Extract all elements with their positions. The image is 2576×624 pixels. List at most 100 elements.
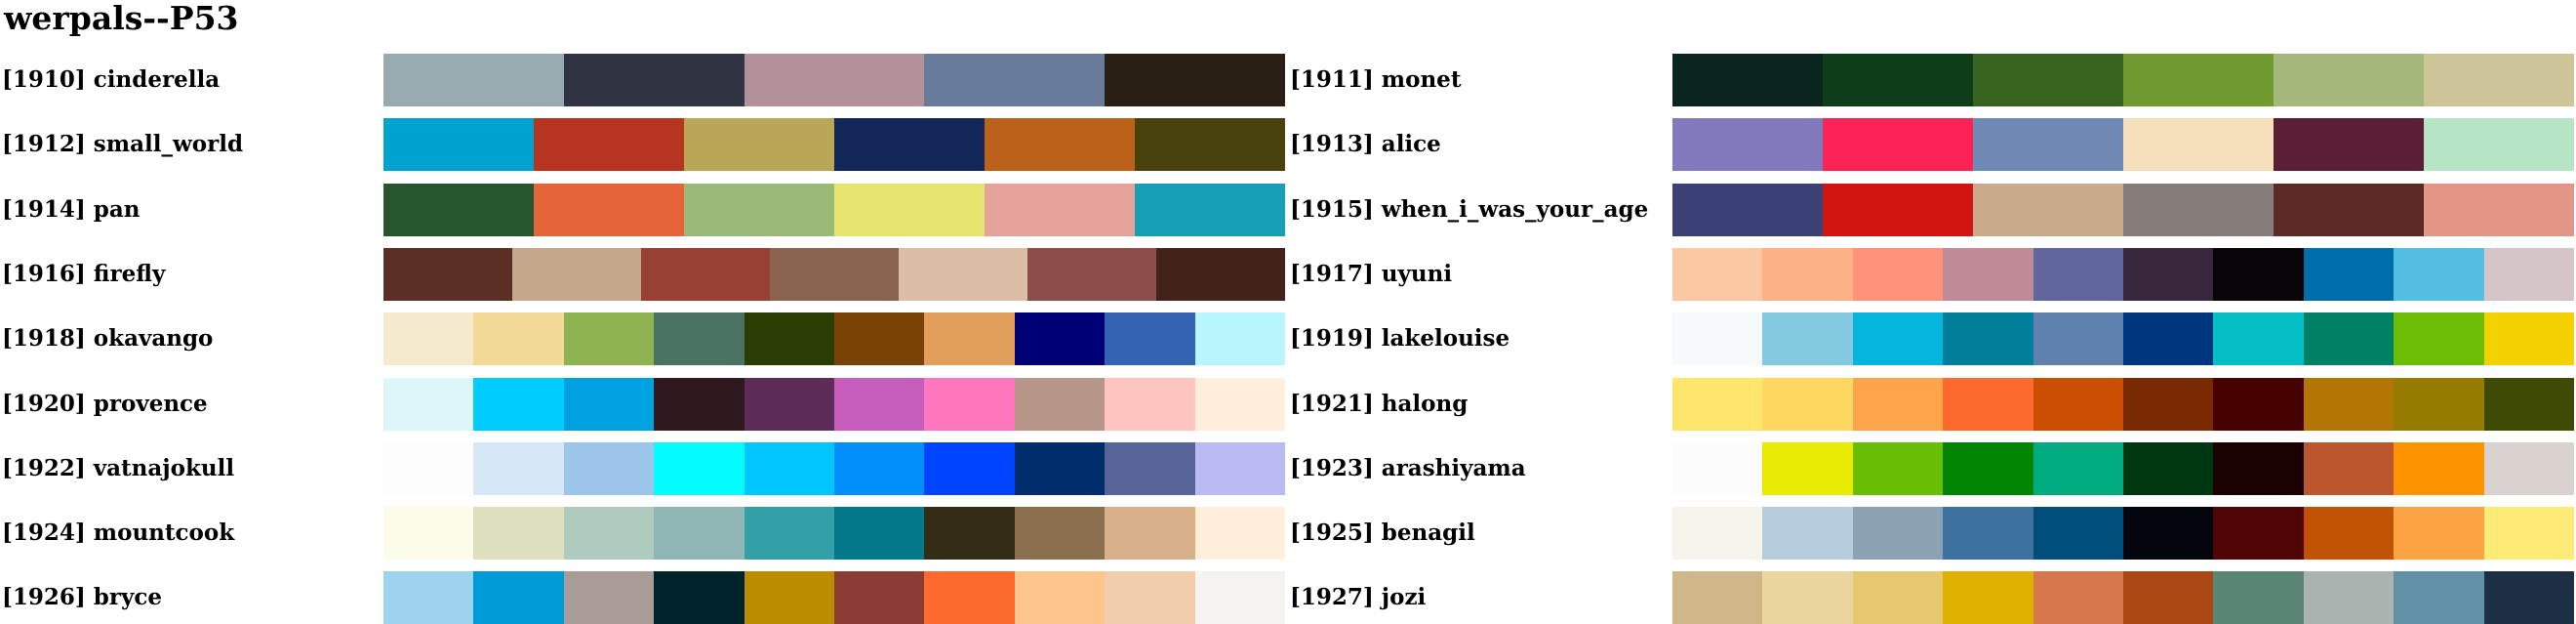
color-swatch — [1672, 441, 1763, 495]
palette-strip — [383, 377, 1286, 431]
color-swatch — [834, 441, 925, 495]
color-swatch — [383, 183, 534, 236]
color-swatch — [1943, 507, 2033, 561]
color-swatch — [924, 441, 1015, 495]
palette-strip — [383, 54, 1285, 106]
color-swatch — [899, 247, 1027, 301]
color-swatch — [1852, 312, 1944, 366]
color-swatch — [2394, 247, 2484, 301]
palette-label: [1923] arashiyama — [1290, 454, 1526, 481]
palette-strip — [383, 312, 1286, 366]
color-swatch — [1943, 312, 2033, 366]
color-swatch — [834, 118, 985, 172]
palette-strip — [1672, 183, 2574, 236]
color-swatch — [1014, 571, 1106, 624]
color-swatch — [534, 118, 684, 172]
color-swatch — [2123, 312, 2214, 366]
color-swatch — [2483, 571, 2575, 624]
color-swatch — [834, 507, 925, 561]
color-swatch — [684, 118, 834, 172]
color-swatch — [2213, 571, 2304, 624]
color-swatch — [2213, 507, 2304, 561]
color-swatch — [2274, 183, 2424, 236]
color-swatch — [473, 377, 564, 431]
color-swatch — [473, 441, 564, 495]
color-swatch — [2424, 54, 2574, 106]
color-swatch — [383, 247, 512, 301]
color-swatch — [1943, 377, 2033, 431]
color-swatch — [834, 312, 925, 366]
color-swatch — [924, 377, 1015, 431]
palette-strip — [1672, 247, 2575, 301]
color-swatch — [744, 312, 835, 366]
chart-title: werpals--P53 — [4, 0, 239, 37]
color-swatch — [1672, 54, 1823, 106]
color-swatch — [2303, 377, 2395, 431]
color-swatch — [744, 571, 835, 624]
color-swatch — [2033, 441, 2124, 495]
palette-label: [1920] provence — [2, 390, 208, 417]
color-swatch — [2394, 571, 2484, 624]
color-swatch — [1672, 377, 1763, 431]
palette-strip — [383, 247, 1285, 301]
palette-strip — [1672, 118, 2574, 172]
color-swatch — [2123, 441, 2214, 495]
color-swatch — [534, 183, 684, 236]
color-swatch — [2213, 377, 2304, 431]
color-swatch — [2123, 571, 2214, 624]
color-swatch — [1105, 377, 1195, 431]
color-swatch — [1823, 54, 1973, 106]
color-swatch — [383, 118, 534, 172]
color-swatch — [473, 507, 564, 561]
color-swatch — [1194, 571, 1286, 624]
color-swatch — [1672, 507, 1763, 561]
color-swatch — [1762, 441, 1853, 495]
color-swatch — [654, 507, 745, 561]
color-swatch — [2483, 441, 2575, 495]
palette-label: [1926] bryce — [2, 584, 162, 611]
color-swatch — [1762, 507, 1853, 561]
color-swatch — [1194, 507, 1286, 561]
palette-strip — [1672, 377, 2575, 431]
color-swatch — [2123, 54, 2274, 106]
color-swatch — [2213, 312, 2304, 366]
color-swatch — [1852, 571, 1944, 624]
palette-strip — [1672, 54, 2574, 106]
color-swatch — [563, 54, 745, 106]
color-swatch — [2303, 312, 2395, 366]
color-swatch — [2483, 377, 2575, 431]
color-swatch — [1014, 507, 1106, 561]
color-swatch — [654, 377, 745, 431]
color-swatch — [1105, 507, 1195, 561]
palette-label: [1921] halong — [1290, 390, 1469, 417]
color-swatch — [2213, 441, 2304, 495]
color-swatch — [834, 377, 925, 431]
palette-strip — [383, 183, 1285, 236]
color-swatch — [563, 312, 655, 366]
color-swatch — [770, 247, 899, 301]
palette-label: [1925] benagil — [1290, 520, 1475, 547]
palette-strip — [1672, 441, 2575, 495]
color-swatch — [563, 441, 655, 495]
color-swatch — [1672, 118, 1823, 172]
palette-label: [1917] uyuni — [1290, 260, 1453, 287]
color-swatch — [1194, 312, 1286, 366]
palette-strip — [383, 118, 1285, 172]
color-swatch — [1943, 571, 2033, 624]
color-swatch — [2394, 441, 2484, 495]
color-swatch — [1672, 247, 1763, 301]
color-swatch — [2274, 54, 2424, 106]
color-swatch — [563, 507, 655, 561]
color-swatch — [684, 183, 834, 236]
palette-strip — [383, 507, 1286, 561]
color-swatch — [985, 183, 1135, 236]
color-swatch — [512, 247, 641, 301]
palette-label: [1912] small_world — [2, 131, 244, 158]
palette-strip — [383, 441, 1286, 495]
color-swatch — [1762, 377, 1853, 431]
color-swatch — [924, 507, 1015, 561]
color-swatch — [924, 571, 1015, 624]
color-swatch — [2394, 312, 2484, 366]
color-swatch — [654, 312, 745, 366]
color-swatch — [2274, 118, 2424, 172]
